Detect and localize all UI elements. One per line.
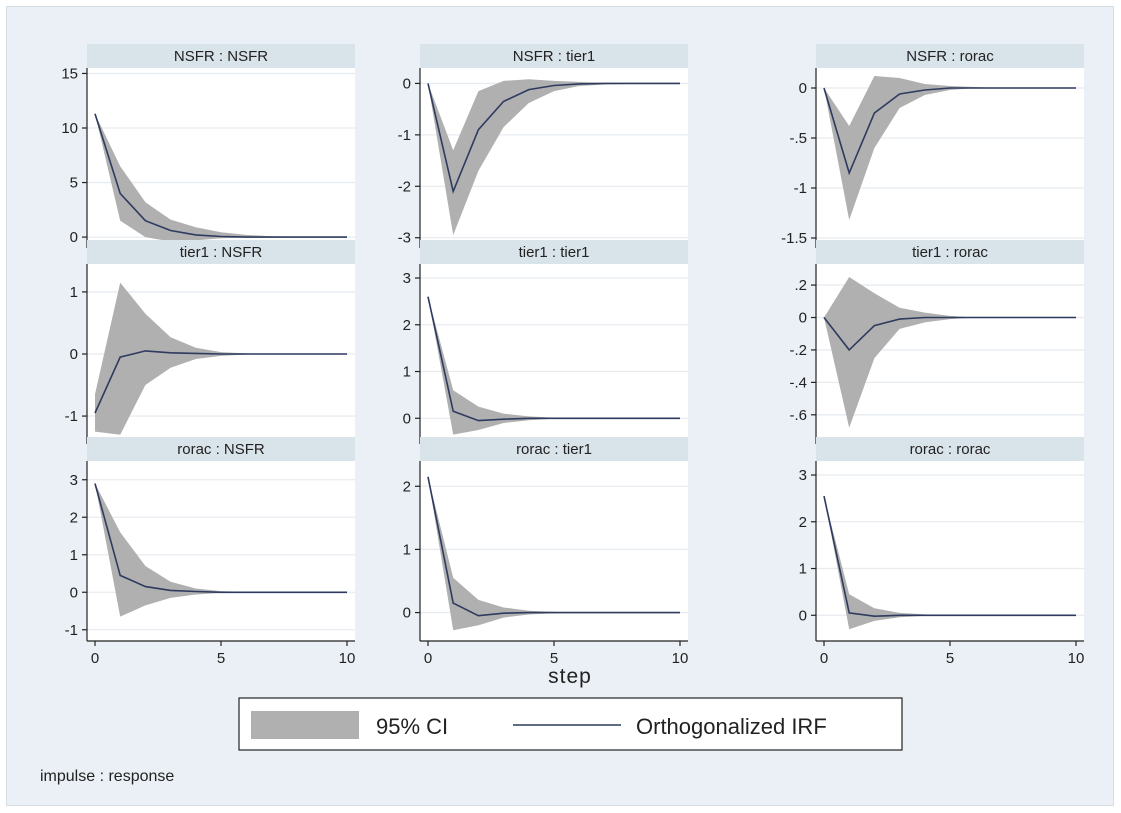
panel-title: tier1 : tier1 xyxy=(519,244,590,261)
y-tick-label: 0 xyxy=(70,346,78,363)
y-tick-label: 0 xyxy=(799,310,807,327)
x-tick-label: 0 xyxy=(424,650,432,667)
irf-panel: NSFR : rorac 0 -.5 -1 -1.5 xyxy=(781,44,1084,248)
y-tick-label: 1 xyxy=(799,561,807,578)
y-tick-label: 0 xyxy=(403,75,411,92)
panel-title: tier1 : NSFR xyxy=(180,244,263,261)
x-tick-label: 10 xyxy=(672,650,689,667)
y-tick-label: -.2 xyxy=(789,342,807,359)
panel-title: NSFR : tier1 xyxy=(513,48,596,65)
panel-strip xyxy=(87,44,355,68)
ci-band xyxy=(824,496,1076,630)
y-tick-label: 0 xyxy=(799,80,807,97)
panel-title: tier1 : rorac xyxy=(912,244,988,261)
panel-strip xyxy=(816,44,1084,68)
irf-panel: NSFR : NSFR 15 10 5 0 xyxy=(61,44,355,248)
legend-ci-swatch xyxy=(251,711,359,739)
panel-strip xyxy=(420,240,688,264)
panel-title: rorac : rorac xyxy=(910,441,991,458)
x-tick-label: 5 xyxy=(217,650,225,667)
y-tick-label: 2 xyxy=(403,317,411,334)
irf-line xyxy=(823,316,1076,352)
irf-figure: NSFR : NSFR 15 10 5 0 NSFR : tier1 0 -1 -2 -3 NSFR… xyxy=(6,6,1114,806)
ci-band xyxy=(824,277,1076,428)
y-tick-label: -2 xyxy=(398,178,411,195)
x-tick-label: 10 xyxy=(339,650,356,667)
y-tick-label: 1 xyxy=(70,547,78,564)
ci-band xyxy=(428,79,680,236)
irf-panel: NSFR : tier1 0 -1 -2 -3 xyxy=(398,44,688,248)
ci-band xyxy=(824,76,1076,220)
y-tick-label: 1 xyxy=(70,284,78,301)
panel-strip xyxy=(816,240,1084,264)
irf-line xyxy=(823,495,1076,618)
y-tick-label: 1 xyxy=(403,541,411,558)
y-tick-label: 2 xyxy=(70,509,78,526)
y-tick-label: 2 xyxy=(403,478,411,495)
y-tick-label: .2 xyxy=(794,277,807,294)
panel-strip xyxy=(816,437,1084,461)
irf-line xyxy=(823,87,1076,176)
y-tick-label: 1 xyxy=(403,364,411,381)
y-tick-label: 0 xyxy=(799,607,807,624)
y-tick-label: 0 xyxy=(403,410,411,427)
y-tick-label: -1 xyxy=(65,622,78,639)
y-tick-label: 10 xyxy=(61,120,78,137)
x-axis-title: step xyxy=(548,665,592,688)
ci-band xyxy=(95,282,347,435)
y-tick-label: 2 xyxy=(799,514,807,531)
y-tick-label: -.4 xyxy=(789,374,807,391)
panel-title: NSFR : NSFR xyxy=(174,48,268,65)
x-tick-label: 10 xyxy=(1068,650,1085,667)
irf-line xyxy=(94,113,347,238)
y-tick-label: 15 xyxy=(61,65,78,82)
y-tick-label: 0 xyxy=(70,584,78,601)
y-tick-label: -1 xyxy=(794,180,807,197)
x-tick-label: 0 xyxy=(91,650,99,667)
y-tick-label: 3 xyxy=(403,270,411,287)
irf-line xyxy=(427,296,680,422)
legend: 95% CI Orthogonalized IRF xyxy=(238,697,903,751)
legend-ci-label: 95% CI xyxy=(376,714,448,739)
legend-irf-label: Orthogonalized IRF xyxy=(636,714,827,739)
y-tick-label: -.5 xyxy=(789,130,807,147)
irf-line xyxy=(427,82,680,195)
impulse-response-note: impulse : response xyxy=(40,768,174,785)
panel-title: rorac : NSFR xyxy=(177,441,265,458)
y-tick-label: 0 xyxy=(70,229,78,246)
irf-panel: tier1 : tier1 3 2 1 0 xyxy=(403,240,688,444)
panel-title: rorac : tier1 xyxy=(516,441,592,458)
irf-panel: tier1 : NSFR 1 0 -1 xyxy=(65,240,355,444)
x-tick-label: 5 xyxy=(946,650,954,667)
y-tick-label: -1.5 xyxy=(781,230,807,247)
y-tick-label: -.6 xyxy=(789,407,807,424)
y-tick-label: -1 xyxy=(65,408,78,425)
irf-panel: tier1 : rorac .2 0 -.2 -.4 -.6 xyxy=(789,240,1084,444)
y-tick-label: 3 xyxy=(799,467,807,484)
ci-band xyxy=(428,296,680,435)
panel-title: NSFR : rorac xyxy=(906,48,994,65)
ci-band xyxy=(95,483,347,617)
irf-line xyxy=(94,350,347,414)
y-tick-label: 3 xyxy=(70,472,78,489)
x-tick-label: 5 xyxy=(550,650,558,667)
y-tick-label: 0 xyxy=(403,605,411,622)
panel-strip xyxy=(87,240,355,264)
y-tick-label: -3 xyxy=(398,230,411,247)
ci-band xyxy=(428,476,680,631)
y-tick-label: 5 xyxy=(70,175,78,192)
panel-strip xyxy=(420,437,688,461)
y-tick-label: -1 xyxy=(398,127,411,144)
irf-line xyxy=(427,476,680,617)
panel-strip xyxy=(87,437,355,461)
x-tick-label: 0 xyxy=(820,650,828,667)
panel-strip xyxy=(420,44,688,68)
irf-line xyxy=(94,483,347,594)
